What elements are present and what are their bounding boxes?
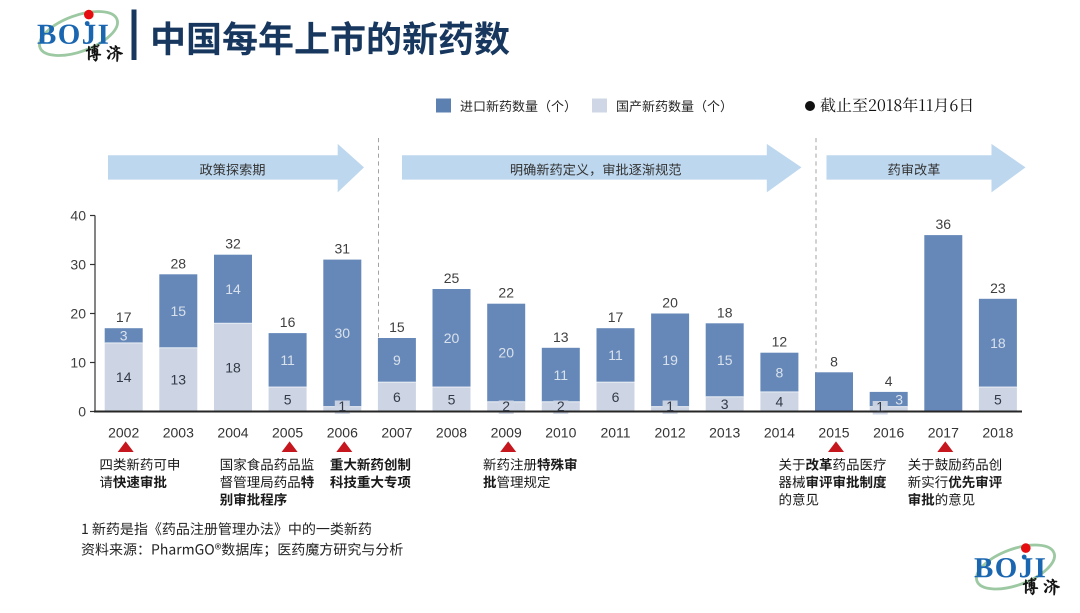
svg-text:20: 20 [444, 330, 460, 346]
svg-text:2006: 2006 [327, 425, 358, 441]
svg-text:2007: 2007 [381, 425, 412, 441]
svg-text:2012: 2012 [655, 425, 686, 441]
svg-text:14: 14 [225, 281, 241, 297]
svg-text:6: 6 [612, 389, 620, 405]
svg-text:2016: 2016 [873, 425, 904, 441]
svg-text:2: 2 [502, 398, 510, 414]
svg-text:40: 40 [70, 208, 86, 224]
svg-text:13: 13 [171, 372, 187, 388]
svg-text:30: 30 [335, 325, 351, 341]
svg-text:8: 8 [830, 353, 838, 369]
svg-text:19: 19 [662, 352, 678, 368]
svg-text:17: 17 [608, 309, 624, 325]
svg-text:6: 6 [393, 389, 401, 405]
svg-text:8: 8 [776, 364, 784, 380]
svg-text:5: 5 [994, 391, 1002, 407]
svg-text:23: 23 [990, 280, 1006, 296]
svg-text:3: 3 [895, 391, 903, 407]
svg-text:15: 15 [389, 319, 405, 335]
svg-text:0: 0 [78, 404, 86, 420]
svg-text:17: 17 [116, 309, 132, 325]
svg-text:20: 20 [498, 345, 514, 361]
svg-text:12: 12 [772, 334, 788, 350]
svg-text:1: 1 [876, 399, 884, 415]
svg-text:25: 25 [444, 270, 460, 286]
svg-text:13: 13 [553, 329, 569, 345]
svg-text:28: 28 [171, 255, 187, 271]
svg-text:2018: 2018 [982, 425, 1013, 441]
svg-text:32: 32 [225, 236, 241, 252]
svg-text:22: 22 [498, 285, 514, 301]
svg-text:3: 3 [721, 396, 729, 412]
svg-text:2009: 2009 [491, 425, 522, 441]
svg-text:2013: 2013 [709, 425, 740, 441]
svg-text:2015: 2015 [818, 425, 849, 441]
svg-text:11: 11 [554, 367, 569, 383]
svg-text:2004: 2004 [217, 425, 248, 441]
svg-text:36: 36 [936, 216, 952, 232]
svg-text:1: 1 [338, 398, 346, 414]
svg-text:10: 10 [70, 355, 86, 371]
svg-text:15: 15 [717, 352, 733, 368]
svg-text:20: 20 [662, 295, 678, 311]
svg-text:30: 30 [70, 257, 86, 273]
svg-text:2010: 2010 [545, 425, 576, 441]
svg-text:2017: 2017 [928, 425, 959, 441]
svg-text:18: 18 [225, 359, 241, 375]
svg-text:3: 3 [120, 328, 128, 344]
svg-text:1: 1 [666, 398, 674, 414]
svg-text:4: 4 [776, 394, 784, 410]
svg-text:2003: 2003 [163, 425, 194, 441]
svg-text:11: 11 [280, 352, 295, 368]
svg-text:31: 31 [335, 241, 351, 257]
svg-text:5: 5 [448, 391, 456, 407]
svg-text:20: 20 [70, 306, 86, 322]
svg-text:2011: 2011 [600, 425, 630, 441]
svg-text:16: 16 [280, 314, 296, 330]
svg-text:11: 11 [608, 347, 623, 363]
svg-text:2008: 2008 [436, 425, 467, 441]
svg-text:18: 18 [990, 335, 1006, 351]
svg-text:9: 9 [393, 352, 401, 368]
svg-text:2005: 2005 [272, 425, 303, 441]
svg-text:14: 14 [116, 369, 132, 385]
svg-text:2014: 2014 [764, 425, 795, 441]
svg-text:18: 18 [717, 304, 733, 320]
svg-text:15: 15 [171, 303, 187, 319]
svg-text:4: 4 [885, 373, 893, 389]
svg-text:2: 2 [557, 398, 565, 414]
svg-text:5: 5 [284, 391, 292, 407]
svg-text:2002: 2002 [108, 425, 139, 441]
